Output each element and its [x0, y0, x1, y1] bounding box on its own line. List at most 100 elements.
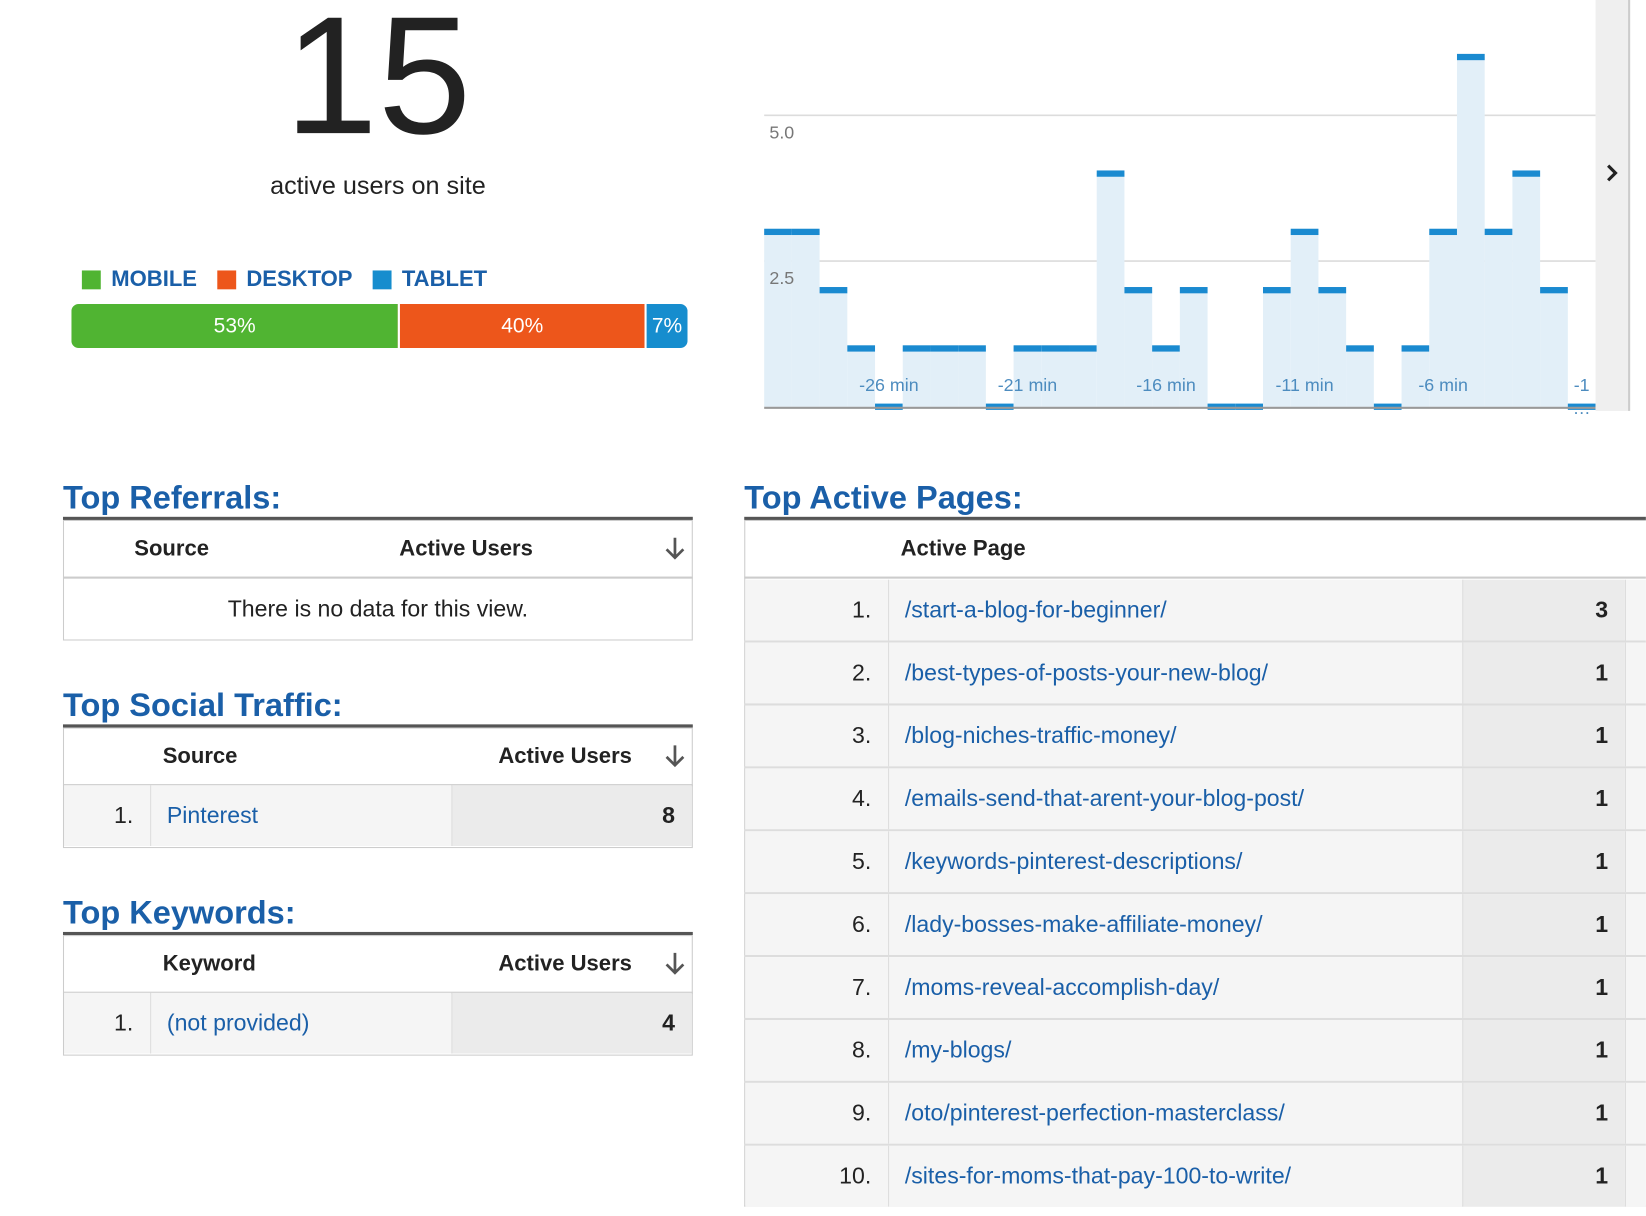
x-tick-label: -11 min [1275, 375, 1334, 396]
bar-cap [958, 345, 986, 352]
bar-fill [1429, 231, 1457, 407]
bar-cap [1401, 345, 1430, 352]
row-link[interactable]: /blog-niches-traffic-money/ [888, 704, 1463, 767]
device-segment: 7% [644, 304, 688, 349]
bar-cap [1179, 287, 1208, 294]
bar-fill [1512, 173, 1541, 407]
minute-bar [1318, 287, 1347, 407]
bar-cap [1540, 287, 1568, 294]
row-link[interactable]: /start-a-blog-for-beginner/ [888, 579, 1463, 641]
empty-message: There is no data for this view. [227, 595, 529, 622]
section-title: Top Social Traffic: [62, 686, 343, 724]
minute-bar [764, 228, 792, 407]
minute-bar [1124, 287, 1153, 407]
row-link[interactable]: /oto/pinterest-perfection-masterclass/ [888, 1082, 1463, 1144]
legend-label: TABLET [401, 267, 488, 292]
section-rule [62, 724, 693, 728]
section-rule [62, 931, 693, 936]
device-segment: 53% [71, 304, 398, 349]
minute-bar [1152, 345, 1180, 407]
device-segment: 40% [397, 304, 645, 349]
active-user-count: 15 [284, 0, 472, 169]
legend-label: DESKTOP [246, 267, 353, 292]
row-divider [744, 766, 1646, 768]
column-header: Source [134, 536, 209, 561]
section-rule [62, 516, 693, 520]
bar-fill [958, 348, 986, 407]
row-rank: 10. [745, 1145, 889, 1207]
row-value: 1 [1462, 956, 1625, 1018]
row-rank: 1. [64, 992, 151, 1054]
legend-swatch [372, 270, 392, 290]
row-divider [744, 703, 1646, 705]
minute-bar [1346, 345, 1374, 407]
sort-arrow[interactable] [663, 536, 686, 561]
bar-fill [1179, 290, 1208, 407]
row-link[interactable]: /sites-for-moms-that-pay-100-to-write/ [888, 1145, 1463, 1207]
row-extra-cell [1624, 704, 1646, 767]
row-link[interactable]: /best-types-of-posts-your-new-blog/ [888, 642, 1463, 704]
row-link[interactable]: Pinterest [150, 785, 452, 846]
bar-fill [1346, 348, 1374, 407]
row-link[interactable]: (not provided) [150, 992, 452, 1054]
minute-bar [1401, 345, 1430, 407]
bar-fill [902, 348, 931, 407]
row-divider [744, 640, 1646, 643]
bar-fill [1152, 348, 1180, 407]
next-chevron [1607, 164, 1618, 182]
minute-bar [1290, 228, 1319, 407]
header-divider [62, 576, 693, 579]
row-value: 8 [451, 785, 692, 846]
row-link[interactable]: /keywords-pinterest-descriptions/ [888, 830, 1463, 893]
row-value: 1 [1462, 767, 1625, 830]
device-percent: 7% [651, 314, 683, 338]
bar-cap [1318, 287, 1347, 294]
row-divider [744, 892, 1646, 894]
device-percent: 53% [213, 314, 256, 338]
row-value: 1 [1462, 704, 1625, 767]
bar-cap [902, 345, 931, 352]
column-header: Active Users [399, 536, 533, 561]
section-title: Top Keywords: [62, 894, 296, 931]
row-value: 1 [1462, 642, 1625, 704]
bar-cap [1124, 287, 1153, 294]
row-link[interactable]: /emails-send-that-arent-your-blog-post/ [888, 767, 1463, 830]
row-rank: 1. [745, 579, 889, 641]
legend-swatch [216, 270, 236, 290]
bar-cap [1069, 345, 1097, 352]
row-divider [744, 829, 1646, 831]
column-header: Active Users [498, 744, 632, 769]
minute-bar [1484, 228, 1513, 407]
bar-fill [819, 290, 848, 407]
x-tick-label: -6 min [1418, 375, 1468, 396]
bar-cap [1096, 170, 1125, 177]
bar-cap [1262, 287, 1291, 294]
row-link[interactable]: /lady-bosses-make-affiliate-money/ [888, 893, 1463, 956]
device-bar: 53% 40% 7% [71, 304, 688, 349]
bar-cap [1041, 345, 1070, 352]
minute-bar [1179, 287, 1208, 407]
bar-cap [1512, 170, 1541, 177]
bar-cap [764, 228, 792, 236]
minute-bar [1096, 170, 1125, 407]
side-panel [1595, 0, 1630, 411]
row-value: 4 [451, 992, 692, 1054]
row-link[interactable]: /my-blogs/ [888, 1019, 1463, 1081]
sort-arrow[interactable] [663, 951, 686, 976]
row-link[interactable]: /moms-reveal-accomplish-day/ [888, 956, 1463, 1018]
device-percent: 40% [501, 314, 544, 338]
bar-fill [1456, 57, 1485, 407]
bar-fill [1124, 290, 1153, 407]
minute-bar [902, 345, 931, 407]
minute-bar [1262, 287, 1291, 407]
row-rank: 9. [745, 1082, 889, 1144]
row-rank: 4. [745, 767, 889, 830]
sort-arrow[interactable] [663, 743, 686, 768]
minute-bar [930, 345, 959, 407]
active-user-caption: active users on site [270, 171, 486, 201]
row-rank: 5. [745, 830, 889, 893]
x-tick-label: -21 min [997, 375, 1058, 396]
bar-cap [1013, 345, 1042, 352]
